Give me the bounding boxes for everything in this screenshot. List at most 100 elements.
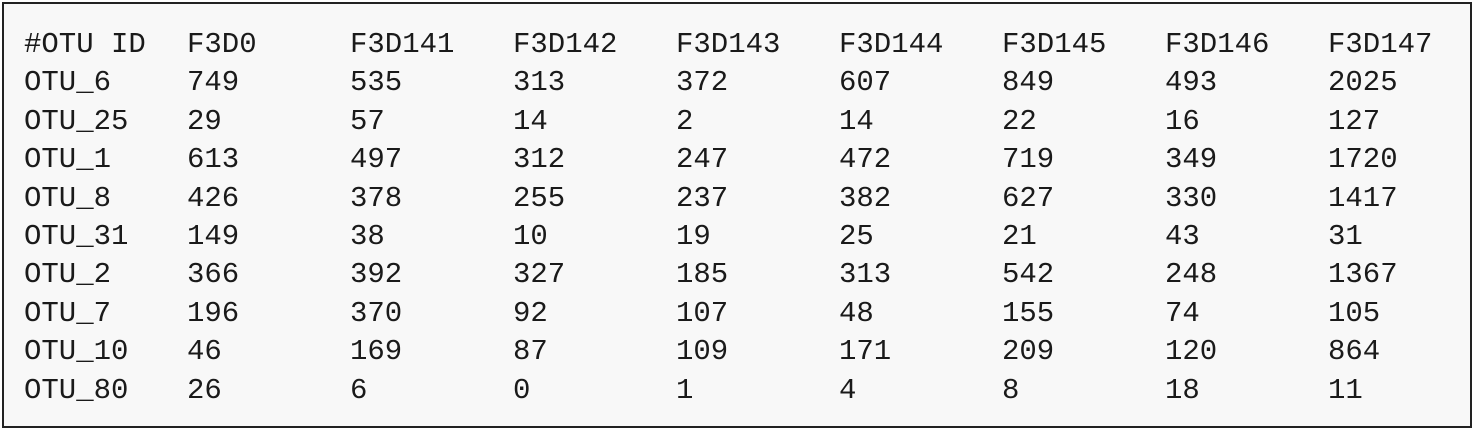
table-row: OTU_6 749 535 313 372 607 849 493 2025 [24,64,1448,102]
otu-count-table: #OTU ID F3D0 F3D141 F3D142 F3D143 F3D144… [24,26,1448,410]
otu-id-cell: OTU_6 [24,66,112,100]
count-cell: 2025 [1328,66,1398,100]
otu-id-cell: OTU_31 [24,220,129,254]
count-cell: 8 [1002,373,1020,407]
count-cell: 29 [187,104,222,138]
otu-id-cell: OTU_2 [24,258,112,292]
table-row: OTU_8 426 378 255 237 382 627 330 1417 [24,180,1448,218]
otu-id-cell: OTU_8 [24,181,112,215]
count-cell: 313 [513,66,566,100]
count-cell: 26 [187,373,222,407]
count-cell: 107 [676,296,729,330]
count-cell: 378 [350,181,403,215]
count-cell: 327 [513,258,566,292]
count-cell: 607 [839,66,892,100]
count-cell: 48 [839,296,874,330]
count-cell: 497 [350,143,403,177]
count-cell: 382 [839,181,892,215]
count-cell: 2 [676,104,694,138]
count-cell: 169 [350,335,403,369]
count-cell: 749 [187,66,240,100]
count-cell: 171 [839,335,892,369]
otu-id-cell: OTU_1 [24,143,112,177]
count-cell: 864 [1328,335,1381,369]
count-cell: 10 [513,220,548,254]
column-header-otu-id: #OTU ID [24,28,146,61]
table-row: OTU_7 196 370 92 107 48 155 74 105 [24,295,1448,333]
count-cell: 349 [1165,143,1218,177]
count-cell: 4 [839,373,857,407]
count-cell: 1417 [1328,181,1398,215]
table-row: OTU_2 366 392 327 185 313 542 248 1367 [24,256,1448,294]
count-cell: 330 [1165,181,1218,215]
count-cell: 209 [1002,335,1055,369]
count-cell: 14 [839,104,874,138]
count-cell: 1720 [1328,143,1398,177]
count-cell: 127 [1328,104,1381,138]
count-cell: 31 [1328,220,1363,254]
count-cell: 25 [839,220,874,254]
count-cell: 627 [1002,181,1055,215]
count-cell: 22 [1002,104,1037,138]
column-header-f3d144: F3D144 [839,28,944,61]
count-cell: 472 [839,143,892,177]
count-cell: 255 [513,181,566,215]
otu-id-cell: OTU_80 [24,373,129,407]
count-cell: 155 [1002,296,1055,330]
count-cell: 149 [187,220,240,254]
count-cell: 43 [1165,220,1200,254]
count-cell: 719 [1002,143,1055,177]
count-cell: 105 [1328,296,1381,330]
count-cell: 535 [350,66,403,100]
count-cell: 613 [187,143,240,177]
count-cell: 57 [350,104,385,138]
count-cell: 16 [1165,104,1200,138]
count-cell: 542 [1002,258,1055,292]
count-cell: 92 [513,296,548,330]
otu-table-panel: #OTU ID F3D0 F3D141 F3D142 F3D143 F3D144… [2,2,1472,428]
count-cell: 1367 [1328,258,1398,292]
column-header-f3d143: F3D143 [676,28,781,61]
column-header-f3d145: F3D145 [1002,28,1107,61]
count-cell: 14 [513,104,548,138]
table-row: OTU_10 46 169 87 109 171 209 120 864 [24,333,1448,371]
count-cell: 849 [1002,66,1055,100]
table-row: OTU_25 29 57 14 2 14 22 16 127 [24,103,1448,141]
count-cell: 426 [187,181,240,215]
count-cell: 74 [1165,296,1200,330]
count-cell: 6 [350,373,368,407]
count-cell: 19 [676,220,711,254]
count-cell: 247 [676,143,729,177]
count-cell: 237 [676,181,729,215]
count-cell: 120 [1165,335,1218,369]
count-cell: 312 [513,143,566,177]
column-header-f3d147: F3D147 [1328,28,1433,61]
otu-id-cell: OTU_7 [24,296,112,330]
otu-id-cell: OTU_10 [24,335,129,369]
count-cell: 248 [1165,258,1218,292]
count-cell: 87 [513,335,548,369]
count-cell: 313 [839,258,892,292]
count-cell: 392 [350,258,403,292]
count-cell: 0 [513,373,531,407]
count-cell: 46 [187,335,222,369]
column-header-f3d141: F3D141 [350,28,455,61]
count-cell: 1 [676,373,694,407]
count-cell: 372 [676,66,729,100]
count-cell: 11 [1328,373,1363,407]
column-header-f3d142: F3D142 [513,28,618,61]
count-cell: 38 [350,220,385,254]
table-row: OTU_80 26 6 0 1 4 8 18 11 [24,372,1448,410]
count-cell: 196 [187,296,240,330]
table-row: OTU_1 613 497 312 247 472 719 349 1720 [24,141,1448,179]
count-cell: 18 [1165,373,1200,407]
table-header-row: #OTU ID F3D0 F3D141 F3D142 F3D143 F3D144… [24,26,1448,64]
count-cell: 366 [187,258,240,292]
count-cell: 370 [350,296,403,330]
count-cell: 21 [1002,220,1037,254]
otu-id-cell: OTU_25 [24,104,129,138]
table-row: OTU_31 149 38 10 19 25 21 43 31 [24,218,1448,256]
column-header-f3d0: F3D0 [187,28,257,61]
column-header-f3d146: F3D146 [1165,28,1270,61]
count-cell: 109 [676,335,729,369]
